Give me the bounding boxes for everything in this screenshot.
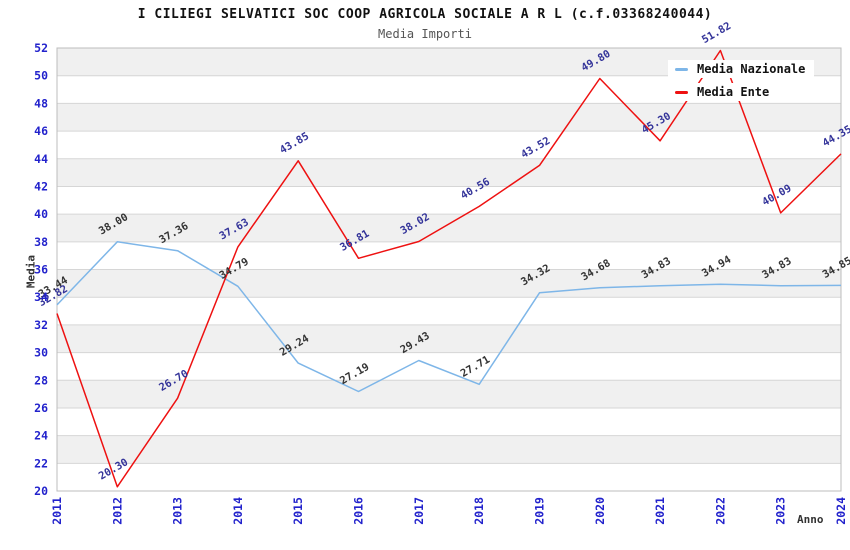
- x-tick-label: 2019: [532, 497, 546, 525]
- media-ente-line-swatch-icon: [675, 90, 688, 94]
- x-tick-label: 2023: [774, 497, 788, 525]
- plot-band: [57, 435, 841, 464]
- x-tick-label: 2020: [593, 497, 607, 525]
- plot-band: [57, 297, 841, 325]
- x-tick-label: 2018: [472, 497, 486, 525]
- plot-band: [57, 131, 841, 159]
- y-tick-label: 26: [34, 401, 48, 415]
- y-tick-label: 48: [34, 96, 48, 110]
- plot-border: [56, 47, 842, 492]
- series-line-media-nazionale: [56, 241, 842, 393]
- y-axis-title: Media: [24, 254, 38, 289]
- plot-band: [57, 269, 841, 298]
- point-label: 51.82: [700, 20, 733, 46]
- x-axis-title: Anno: [797, 513, 824, 526]
- y-tick-label: 42: [34, 179, 48, 193]
- plot-band: [57, 186, 841, 215]
- plot-band: [57, 463, 841, 491]
- plot-band: [57, 352, 841, 381]
- media-nazionale-line-swatch-icon: [675, 67, 688, 71]
- y-tick-label: 52: [34, 41, 48, 55]
- legend: Media Nazionale Media Ente: [668, 60, 815, 101]
- legend-label: Media Ente: [697, 85, 770, 99]
- x-tick-label: 2015: [291, 497, 305, 525]
- x-tick-label: 2024: [834, 497, 848, 525]
- y-tick-label: 40: [34, 207, 48, 221]
- plot-band: [57, 324, 841, 353]
- plot-band: [57, 158, 841, 187]
- x-tick-label: 2022: [713, 497, 727, 525]
- x-tick-label: 2011: [50, 497, 64, 525]
- y-tick-label: 24: [34, 429, 48, 443]
- legend-item-media-nazionale: Media Nazionale: [668, 60, 815, 78]
- plot-band: [57, 407, 841, 436]
- x-tick-label: 2021: [653, 497, 667, 525]
- x-tick-label: 2017: [412, 497, 426, 525]
- x-tick-label: 2016: [352, 497, 366, 525]
- y-tick-label: 32: [34, 318, 48, 332]
- x-tick-label: 2014: [231, 497, 245, 525]
- chart-subtitle: Media Importi: [378, 27, 472, 41]
- y-tick-label: 30: [34, 346, 48, 360]
- y-tick-label: 50: [34, 69, 48, 83]
- y-tick-label: 28: [34, 373, 48, 387]
- plot-band: [57, 241, 841, 270]
- plot-band: [57, 214, 841, 242]
- y-tick-label: 46: [34, 124, 48, 138]
- chart-title: I CILIEGI SELVATICI SOC COOP AGRICOLA SO…: [137, 7, 713, 22]
- y-tick-label: 36: [34, 263, 48, 277]
- plot-band: [57, 380, 841, 408]
- legend-item-media-ente: Media Ente: [668, 83, 779, 101]
- x-tick-label: 2012: [110, 497, 124, 525]
- y-tick-label: 34: [34, 290, 48, 304]
- x-tick-label: 2013: [171, 497, 185, 525]
- y-tick-label: 44: [34, 152, 48, 166]
- y-tick-label: 22: [34, 456, 48, 470]
- plot-band: [57, 103, 841, 132]
- y-tick-label: 38: [34, 235, 48, 249]
- y-tick-label: 20: [34, 484, 48, 498]
- legend-label: Media Nazionale: [697, 62, 806, 76]
